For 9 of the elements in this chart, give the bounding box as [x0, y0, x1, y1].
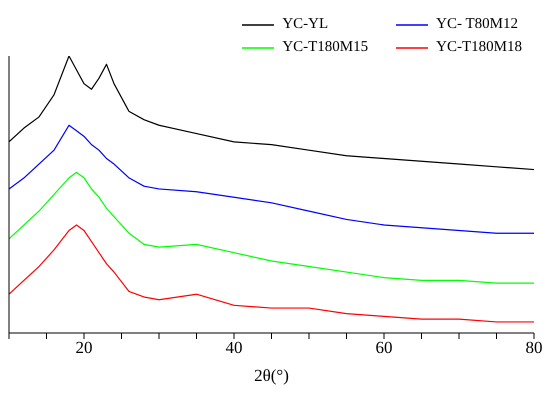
- legend-label: YC-YL: [282, 16, 328, 33]
- legend-label: YC-T180M15: [282, 39, 368, 56]
- x-tick-label: 80: [526, 338, 542, 358]
- x-tick-label: 40: [226, 338, 242, 358]
- x-axis-title: 2θ(°): [254, 366, 289, 385]
- legend-label: YC-T180M18: [436, 39, 522, 56]
- x-tick-label: 60: [376, 338, 392, 358]
- legend-label: YC- T80M12: [436, 16, 518, 33]
- x-tick-label: 20: [76, 338, 92, 358]
